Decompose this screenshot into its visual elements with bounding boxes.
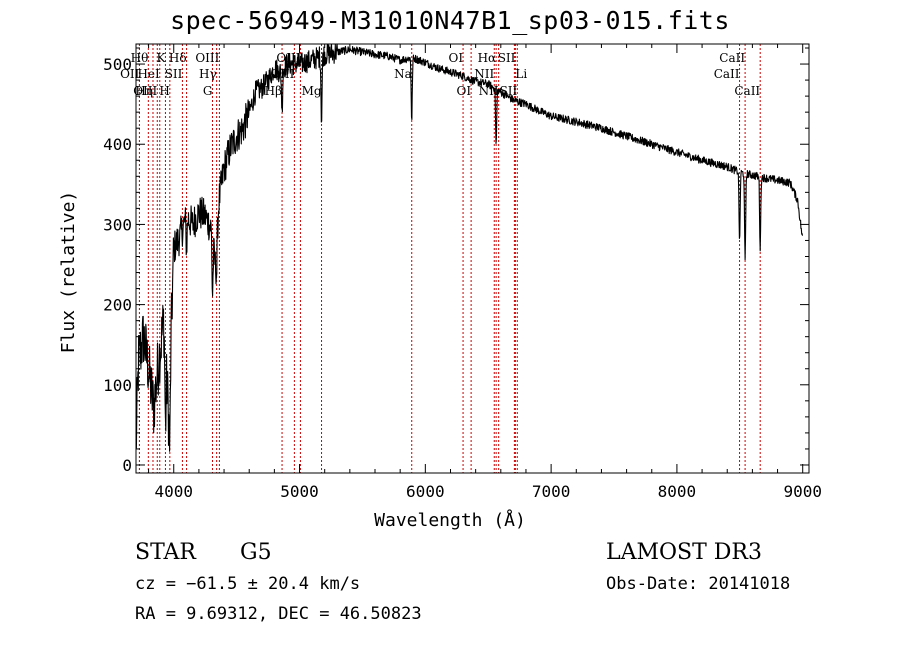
line-label: Hη <box>135 84 153 98</box>
chart-title: spec-56949-M31010N47B1_sp03-015.fits <box>170 6 730 35</box>
line-label: CaII <box>719 51 745 65</box>
obs-date: Obs-Date: 20141018 <box>606 574 791 594</box>
x-tick-label: 8000 <box>658 482 697 501</box>
line-label: G <box>203 84 213 98</box>
y-tick-label: 500 <box>103 55 132 74</box>
line-label: SII <box>498 51 516 65</box>
line-label: Hα <box>478 51 497 65</box>
y-tick-label: 100 <box>103 376 132 395</box>
line-label: Hδ <box>169 51 187 65</box>
line-label: CaII <box>714 67 740 81</box>
line-label: Hβ <box>265 84 282 98</box>
line-markers <box>138 44 761 473</box>
line-label: OIII <box>276 51 300 65</box>
line-label: NII <box>479 84 499 98</box>
line-label: SII <box>165 67 183 81</box>
survey-name: LAMOST DR3 <box>606 540 762 565</box>
ra-dec: RA = 9.69312, DEC = 46.50823 <box>135 604 422 624</box>
line-label: OI <box>457 84 472 98</box>
y-tick-label: 200 <box>103 296 132 315</box>
y-tick-label: 300 <box>103 215 132 234</box>
line-label: OI <box>448 51 463 65</box>
x-tick-label: 6000 <box>406 482 445 501</box>
line-label: Li <box>515 67 527 81</box>
line-label: Hθ <box>131 51 149 65</box>
line-label: OIII <box>195 51 219 65</box>
x-tick-label: 4000 <box>154 482 193 501</box>
y-tick-label: 400 <box>103 135 132 154</box>
line-label: SII <box>500 84 518 98</box>
redshift-cz: cz = −61.5 ± 20.4 km/s <box>135 574 361 594</box>
line-label: Na <box>394 67 412 81</box>
y-axis-label: Flux (relative) <box>58 190 79 354</box>
line-label: HeI <box>137 67 160 81</box>
line-label: CaII <box>734 84 760 98</box>
y-tick-label: 0 <box>122 456 132 475</box>
x-axis-label: Wavelength (Å) <box>374 510 526 531</box>
line-label: H <box>159 84 169 98</box>
x-tick-label: 5000 <box>280 482 319 501</box>
object-subclass: G5 <box>240 540 272 565</box>
object-class: STAR <box>135 540 196 565</box>
line-label: K <box>156 51 166 65</box>
line-label: OIII <box>133 84 157 98</box>
plot-frame <box>135 43 810 474</box>
x-tick-label: 9000 <box>783 482 822 501</box>
line-label: Hγ <box>199 67 217 81</box>
spectrum-line <box>135 43 804 452</box>
spectrum-series <box>135 43 804 452</box>
axis-ticks: 4000 5000 6000 7000 8000 9000 0 100 200 300 400 500 <box>103 44 822 501</box>
line-label: OIII <box>270 67 294 81</box>
line-label: OII <box>120 67 140 81</box>
line-label: NII <box>474 67 494 81</box>
line-label: Mg <box>302 84 322 98</box>
x-tick-label: 7000 <box>532 482 571 501</box>
